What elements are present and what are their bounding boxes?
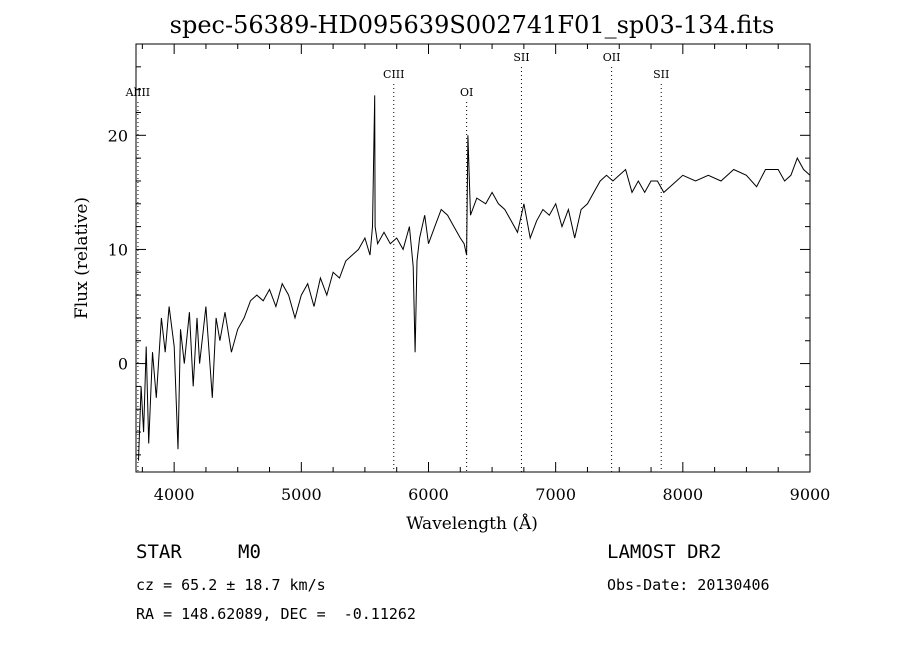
x-axis-label: Wavelength (Å) [406, 513, 538, 534]
object-class: STAR [136, 541, 182, 563]
y-axis: 0 10 20 [108, 66, 810, 456]
x-tick-label: 6000 [408, 485, 449, 504]
coordinates: RA = 148.62089, DEC = -0.11262 [136, 605, 416, 623]
y-axis-label: Flux (relative) [72, 197, 92, 319]
x-tick-label: 4000 [154, 485, 195, 504]
chart-title: spec-56389-HD095639S002741F01_sp03-134.f… [170, 11, 775, 39]
line-marker-label: SII [653, 68, 669, 81]
x-axis: 4000 5000 6000 7000 8000 9000 [141, 44, 831, 504]
line-marker-label: SII [513, 51, 529, 64]
emission-line-markers: AlIII CIII OI SII OII SII [125, 51, 669, 472]
y-tick-label: 20 [108, 126, 128, 145]
x-tick-label: 8000 [662, 485, 703, 504]
line-marker-label: OII [603, 51, 621, 64]
survey-name: LAMOST DR2 [607, 541, 722, 563]
line-marker-label: AlIII [125, 86, 151, 99]
x-tick-label: 7000 [535, 485, 576, 504]
subclass: M0 [238, 541, 261, 563]
spectrum-line [138, 95, 811, 461]
obs-date: Obs-Date: 20130406 [607, 576, 770, 594]
line-marker-label: CIII [383, 68, 404, 81]
line-marker-label: OI [460, 86, 473, 99]
y-tick-label: 10 [108, 240, 128, 259]
redshift-info: cz = 65.2 ± 18.7 km/s [136, 576, 326, 594]
x-tick-label: 5000 [281, 485, 322, 504]
plot-frame [135, 43, 811, 473]
x-tick-label: 9000 [790, 485, 831, 504]
y-tick-label: 0 [118, 355, 128, 374]
